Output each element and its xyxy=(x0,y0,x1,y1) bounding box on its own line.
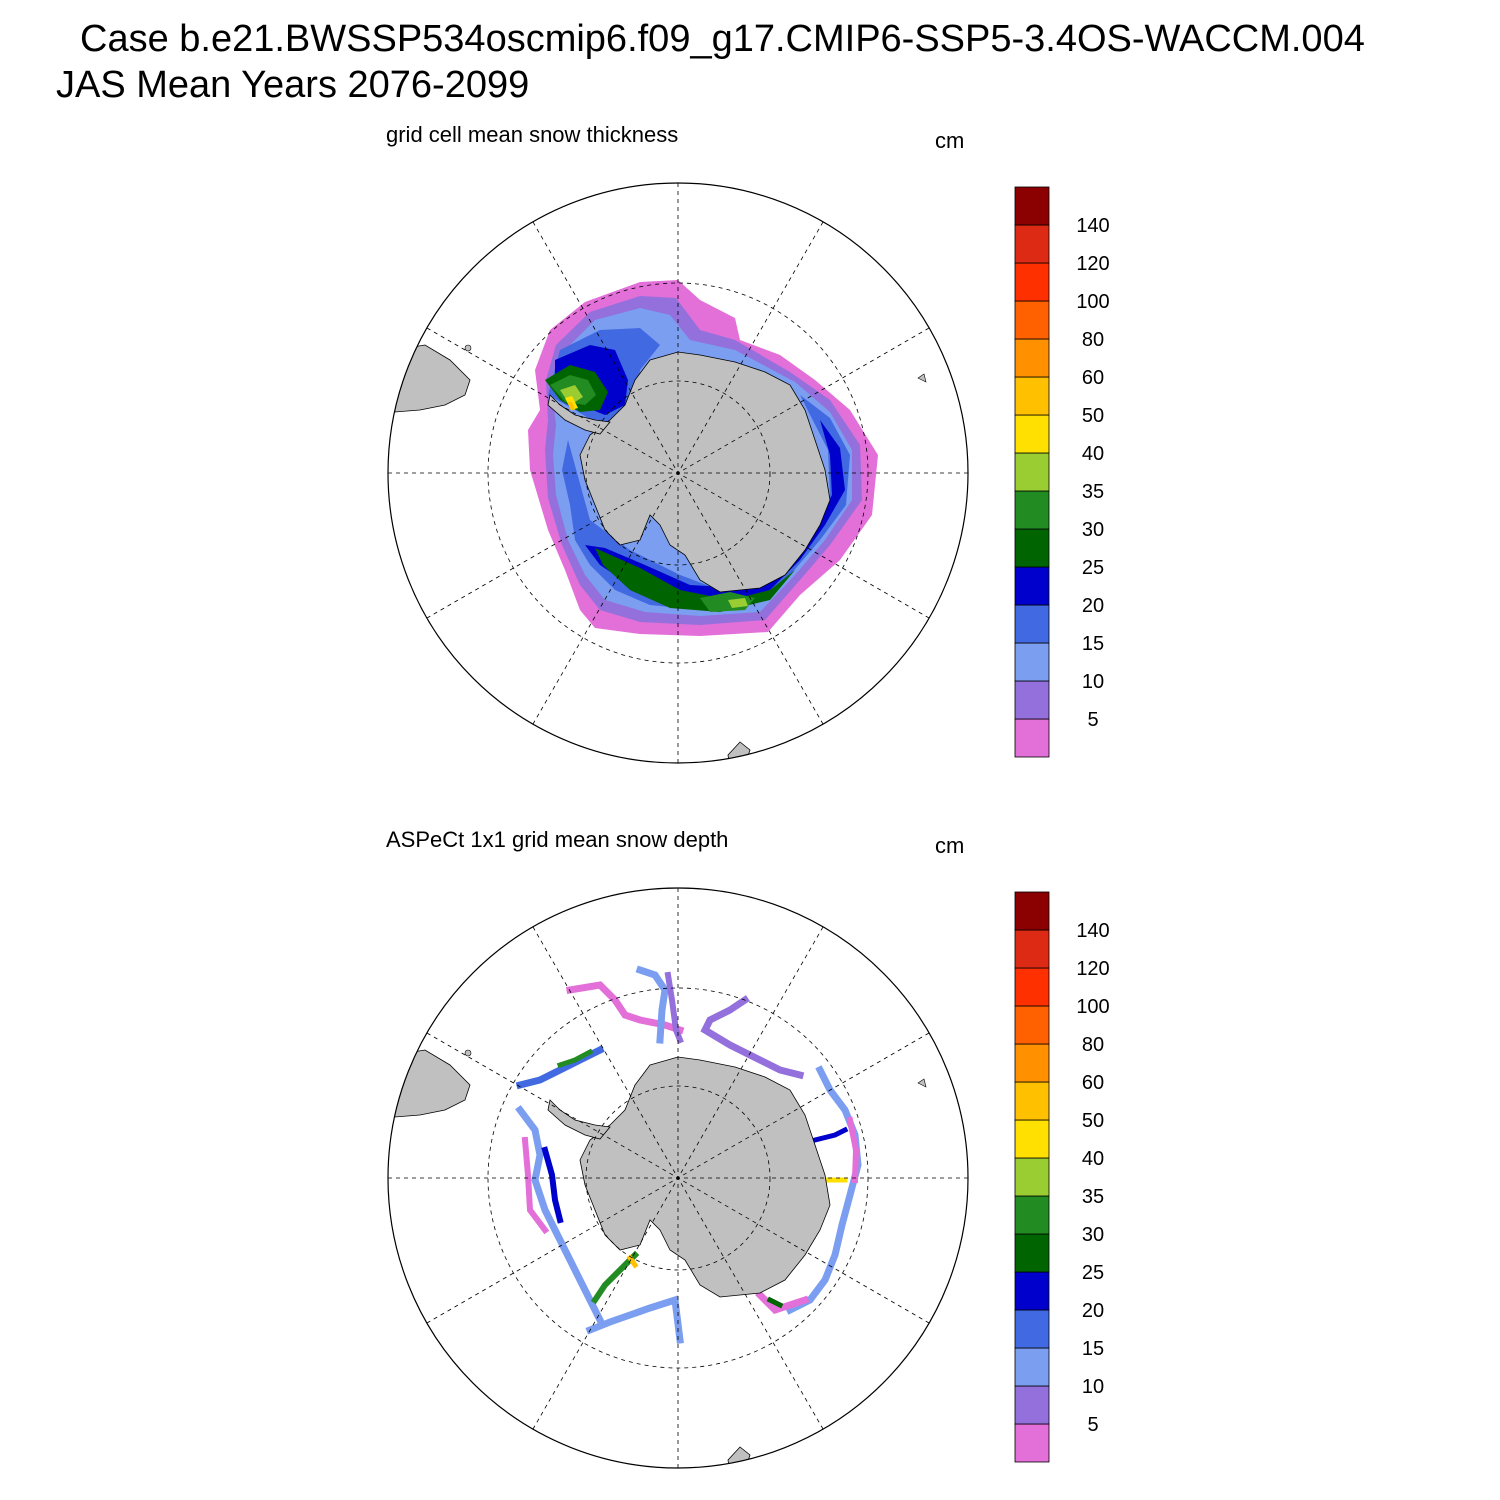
africa-tip-land xyxy=(917,373,927,383)
period-title: JAS Mean Years 2076-2099 xyxy=(56,64,530,106)
colorbar-tick-label: 100 xyxy=(1076,291,1109,313)
colorbar-box xyxy=(1014,891,1050,931)
colorbar-tick-label: 20 xyxy=(1082,595,1104,617)
track-14 xyxy=(811,1126,849,1144)
falkland-islands xyxy=(464,344,472,352)
colorbar-box xyxy=(1014,1385,1050,1425)
colorbar-box xyxy=(1014,718,1050,758)
track-5 xyxy=(515,1045,605,1090)
colorbar-box xyxy=(1014,338,1050,378)
colorbar-box xyxy=(1014,1081,1050,1121)
panel2-title: ASPeCt 1x1 grid mean snow depth xyxy=(386,827,729,852)
colorbar-box xyxy=(1014,929,1050,969)
track-1 xyxy=(565,981,685,1035)
colorbar-1: 5 10 15 20 25 30 35 40 50 60 80 100 120 140 xyxy=(1014,186,1110,758)
colorbar-box xyxy=(1014,414,1050,454)
colorbar-box xyxy=(1014,224,1050,264)
graticule xyxy=(388,888,968,1468)
colorbar-box xyxy=(1014,1119,1050,1159)
colorbar-tick-label: 100 xyxy=(1076,996,1109,1018)
map-panel-1 xyxy=(387,182,969,764)
colorbar-tick-label: 30 xyxy=(1082,1224,1104,1246)
panel1-unit: cm xyxy=(935,128,965,153)
colorbar-tick-label: 120 xyxy=(1076,253,1109,275)
map2-border xyxy=(387,887,969,1469)
colorbar-box xyxy=(1014,680,1050,720)
colorbar-box xyxy=(1014,1347,1050,1387)
colorbar-box xyxy=(1014,642,1050,682)
track-2 xyxy=(635,965,669,1044)
colorbar-tick-label: 15 xyxy=(1082,1338,1104,1360)
panel2-unit: cm xyxy=(935,833,965,858)
colorbar-tick-label: 5 xyxy=(1087,1414,1098,1436)
colorbar-tick-label: 20 xyxy=(1082,1300,1104,1322)
colorbar-box xyxy=(1014,1157,1050,1197)
track-12 xyxy=(846,1116,860,1184)
track-9 xyxy=(585,1295,684,1344)
colorbar-box xyxy=(1014,1233,1050,1273)
antarctic-peninsula-land xyxy=(547,394,611,435)
case-title: Case b.e21.BWSSP534oscmip6.f09_g17.CMIP6… xyxy=(80,18,1365,60)
colorbar-box xyxy=(1014,262,1050,302)
colorbar-tick-label: 80 xyxy=(1082,329,1104,351)
track-8 xyxy=(541,1146,564,1224)
colorbar-box xyxy=(1014,376,1050,416)
colorbar-tick-label: 50 xyxy=(1082,1110,1104,1132)
falkland-islands xyxy=(464,1049,472,1057)
colorbar-tick-label: 140 xyxy=(1076,215,1109,237)
graticule xyxy=(388,183,968,763)
colorbar-tick-label: 35 xyxy=(1082,1186,1104,1208)
track-18 xyxy=(766,1296,784,1309)
antarctic-peninsula-land xyxy=(547,1099,611,1140)
colorbar-tick-label: 25 xyxy=(1082,1262,1104,1284)
colorbar-tick-label: 40 xyxy=(1082,443,1104,465)
colorbar-box xyxy=(1014,490,1050,530)
colorbar-box xyxy=(1014,186,1050,226)
colorbar-box xyxy=(1014,1309,1050,1349)
colorbar-box xyxy=(1014,1271,1050,1311)
colorbar-2: 5 10 15 20 25 30 35 40 50 60 80 100 120 140 xyxy=(1014,891,1110,1463)
colorbar-box xyxy=(1014,967,1050,1007)
colorbar-tick-label: 80 xyxy=(1082,1034,1104,1056)
colorbar-tick-label: 40 xyxy=(1082,1148,1104,1170)
colorbar-tick-label: 60 xyxy=(1082,367,1104,389)
africa-tip-land xyxy=(917,1078,927,1088)
colorbar-tick-label: 5 xyxy=(1087,709,1098,731)
track-4 xyxy=(700,995,805,1080)
aspect-observation-tracks xyxy=(515,965,862,1344)
colorbar-box xyxy=(1014,1043,1050,1083)
map-panel-2 xyxy=(387,887,969,1469)
colorbar-box xyxy=(1014,1005,1050,1045)
map1-border xyxy=(387,182,969,764)
track-13 xyxy=(755,1290,810,1315)
panel1-title: grid cell mean snow thickness xyxy=(386,122,679,147)
colorbar-tick-label: 25 xyxy=(1082,557,1104,579)
track-16 xyxy=(556,1048,594,1069)
colorbar-box xyxy=(1014,452,1050,492)
colorbar-box xyxy=(1014,1423,1050,1463)
colorbar-box xyxy=(1014,604,1050,644)
colorbar-box xyxy=(1014,528,1050,568)
colorbar-tick-label: 10 xyxy=(1082,671,1104,693)
colorbar-tick-label: 140 xyxy=(1076,920,1109,942)
colorbar-tick-label: 50 xyxy=(1082,405,1104,427)
track-10 xyxy=(590,1250,640,1305)
track-11 xyxy=(785,1065,862,1315)
track-6 xyxy=(515,1105,605,1325)
track-17 xyxy=(626,1254,639,1269)
colorbar-tick-label: 10 xyxy=(1082,1376,1104,1398)
colorbar-box xyxy=(1014,300,1050,340)
colorbar-tick-label: 15 xyxy=(1082,633,1104,655)
snow-band-50-60 xyxy=(568,402,575,410)
colorbar-tick-label: 60 xyxy=(1082,1072,1104,1094)
colorbar-tick-label: 30 xyxy=(1082,519,1104,541)
track-7 xyxy=(521,1136,550,1235)
colorbar-tick-label: 35 xyxy=(1082,481,1104,503)
colorbar-box xyxy=(1014,566,1050,606)
colorbar-box xyxy=(1014,1195,1050,1235)
colorbar-tick-label: 120 xyxy=(1076,958,1109,980)
